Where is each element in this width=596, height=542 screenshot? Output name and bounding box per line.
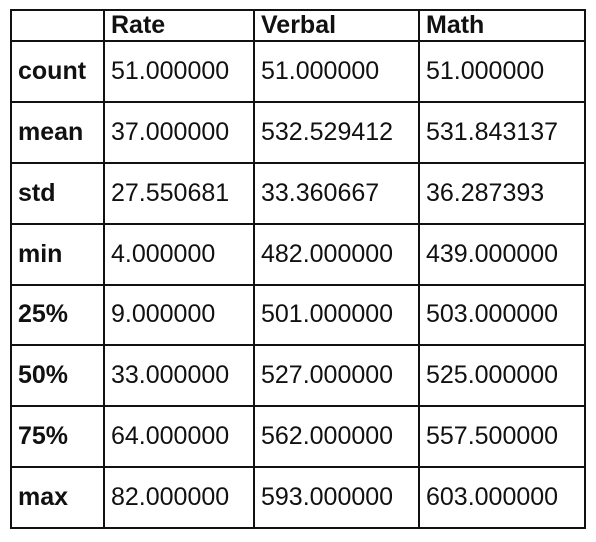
table-header: Rate Verbal Math [10, 9, 586, 42]
header-row: Rate Verbal Math [10, 9, 586, 42]
table-cell: 51.000000 [418, 40, 586, 103]
table-row: std 27.550681 33.360667 36.287393 [10, 161, 586, 225]
table-cell: 4.000000 [103, 222, 255, 286]
table-cell: 33.000000 [103, 344, 255, 408]
table-cell: 593.000000 [253, 466, 420, 529]
row-label: 75% [10, 405, 105, 469]
summary-statistics-table: Rate Verbal Math count 51.000000 51.000000 51… [10, 9, 586, 529]
table-cell: 439.000000 [418, 222, 586, 286]
table-row: 25% 9.000000 501.000000 503.000000 [10, 283, 586, 347]
row-label: max [10, 466, 105, 529]
table-row: 50% 33.000000 527.000000 525.000000 [10, 344, 586, 408]
table-cell: 525.000000 [418, 344, 586, 408]
table-cell: 562.000000 [253, 405, 420, 469]
table-cell: 27.550681 [103, 161, 255, 225]
table-cell: 501.000000 [253, 283, 420, 347]
table-row: min 4.000000 482.000000 439.000000 [10, 222, 586, 286]
table-cell: 33.360667 [253, 161, 420, 225]
table-cell: 482.000000 [253, 222, 420, 286]
row-label: min [10, 222, 105, 286]
table-cell: 64.000000 [103, 405, 255, 469]
row-label: std [10, 161, 105, 225]
row-label: mean [10, 100, 105, 164]
table-cell: 51.000000 [103, 40, 255, 103]
row-label: count [10, 40, 105, 103]
column-header-verbal: Verbal [253, 9, 420, 42]
table-cell: 603.000000 [418, 466, 586, 529]
table-cell: 503.000000 [418, 283, 586, 347]
table-row: max 82.000000 593.000000 603.000000 [10, 466, 586, 529]
table-cell: 532.529412 [253, 100, 420, 164]
table-cell: 51.000000 [253, 40, 420, 103]
table-cell: 527.000000 [253, 344, 420, 408]
column-header-math: Math [418, 9, 586, 42]
table-cell: 9.000000 [103, 283, 255, 347]
table-cell: 82.000000 [103, 466, 255, 529]
table-row: mean 37.000000 532.529412 531.843137 [10, 100, 586, 164]
header-corner-cell [10, 9, 105, 42]
table-cell: 557.500000 [418, 405, 586, 469]
table-body: count 51.000000 51.000000 51.000000 mean 37.0… [10, 40, 586, 529]
table-cell: 37.000000 [103, 100, 255, 164]
table-cell: 36.287393 [418, 161, 586, 225]
row-label: 50% [10, 344, 105, 408]
column-header-rate: Rate [103, 9, 255, 42]
row-label: 25% [10, 283, 105, 347]
table-row: count 51.000000 51.000000 51.000000 [10, 40, 586, 103]
table-cell: 531.843137 [418, 100, 586, 164]
table-row: 75% 64.000000 562.000000 557.500000 [10, 405, 586, 469]
